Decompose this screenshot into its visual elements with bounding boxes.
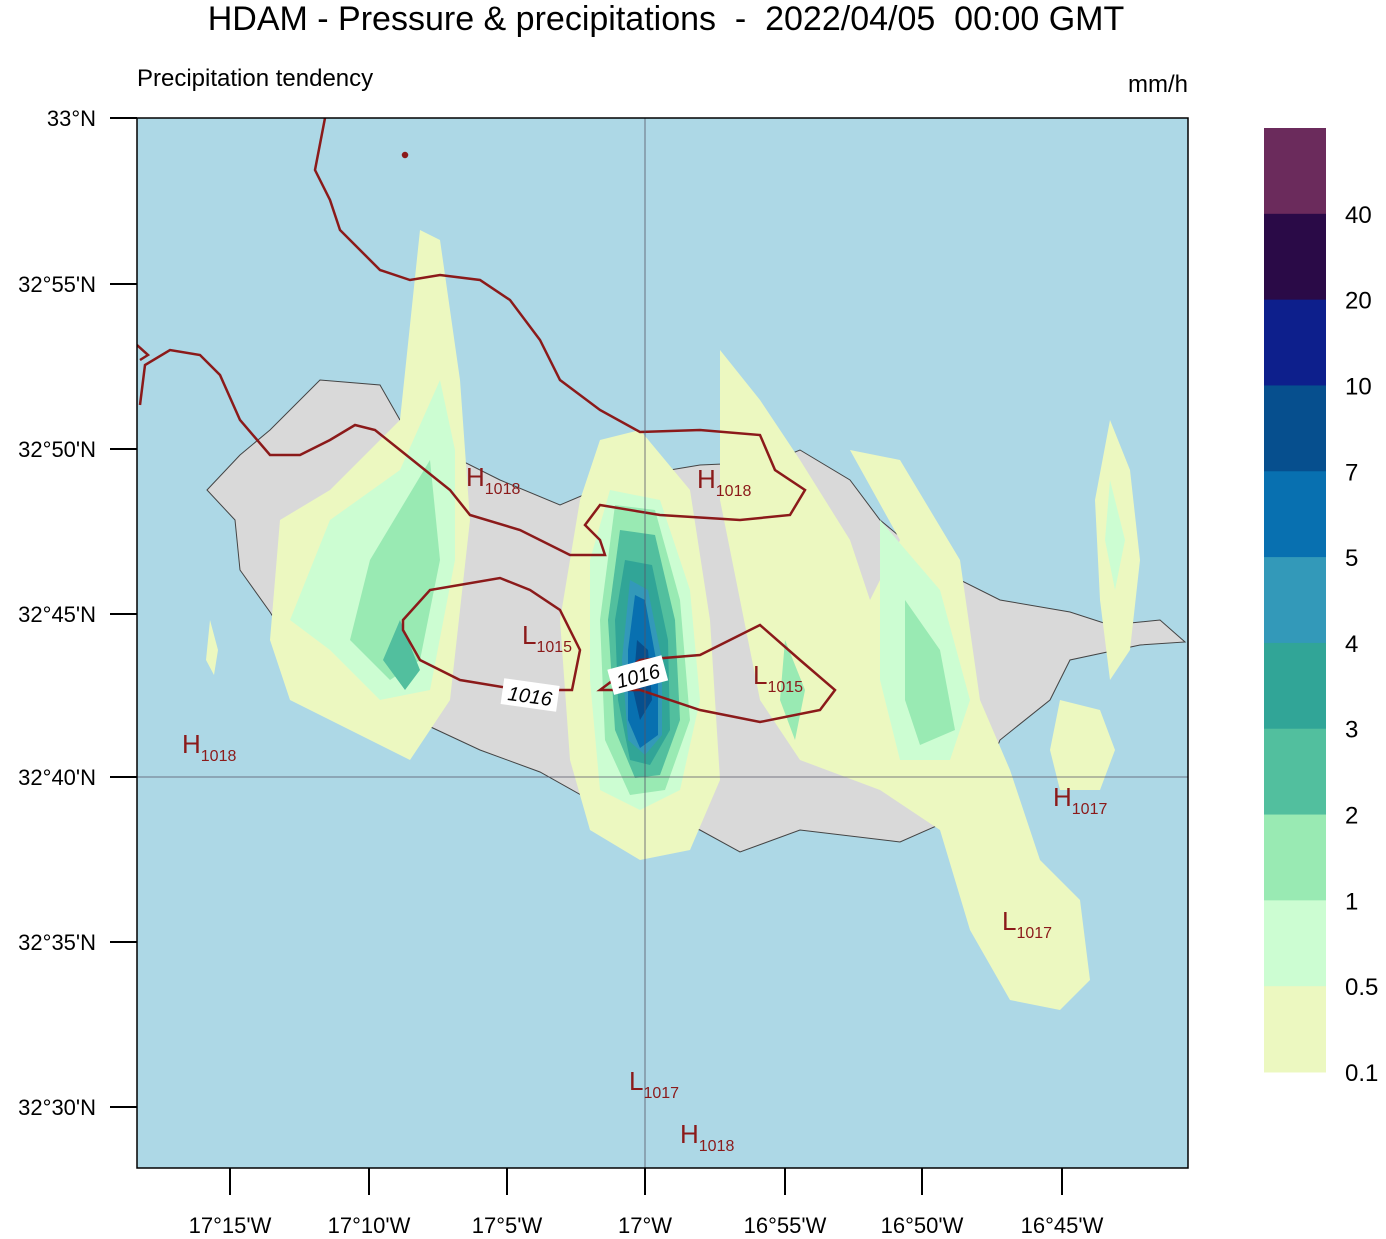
pressure-value: 1017 [1072,801,1108,818]
pressure-label: L1015 [753,660,803,696]
pressure-letter: L [522,620,536,650]
precipitation [206,230,1140,1010]
pressure-label: L1017 [629,1066,679,1102]
contour-label-bg [607,655,669,695]
pressure-letter: L [753,660,767,690]
colorbar-label: 4 [1345,631,1358,658]
pressure-label: H1018 [182,729,236,765]
x-tick-label: 17°W [618,1213,672,1234]
colorbar-label: 0.5 [1345,974,1378,1001]
colorbar-label: 0.1 [1345,1060,1378,1087]
colorbar-label: 7 [1345,459,1358,486]
subtitle: Precipitation tendency [137,65,373,92]
pressure-value: 1018 [485,481,521,498]
unit: mm/h [1128,71,1188,98]
plot-frame [136,117,1189,1169]
pressure-value: 1015 [536,639,572,656]
colorbar-label: 20 [1345,288,1372,315]
colorbar-label: 10 [1345,373,1372,400]
colorbar-swatch [1264,728,1326,816]
pressure-label: H1017 [1053,782,1107,818]
colorbar-label: 5 [1345,545,1358,572]
colorbar-swatch [1264,213,1326,301]
colorbar-label: 1 [1345,888,1358,915]
x-tick-label: 16°45'W [1021,1213,1104,1234]
pressure-letter: L [1002,906,1016,936]
pressure-value: 1017 [643,1085,679,1102]
pressure-label: L1015 [522,620,572,656]
x-tick-label: 16°55'W [744,1213,827,1234]
y-tick-label: 32°55'N [18,272,96,297]
pressure-letter: H [697,464,716,494]
contour-label-bg [500,678,560,712]
y-tick-label: 33°N [47,106,96,131]
pressure-letter: L [629,1066,643,1096]
pressure-label: H1018 [680,1119,734,1155]
title: HDAM - Pressure & precipitations - 2022/… [208,0,1125,38]
pressure-value: 1018 [699,1138,735,1155]
labels: 33°N 32°55'N 32°50'N 32°45'N 32°40'N 32°35'N 3… [18,106,1378,1238]
colorbar-swatch [1264,557,1326,644]
y-tick-label: 32°30'N [18,1095,96,1120]
colorbar-label: 2 [1345,803,1358,830]
x-tick-label: 17°5'W [472,1213,543,1234]
y-tick-label: 32°40'N [18,765,96,790]
pressure-letter: H [466,462,485,492]
pressure-value: 1017 [1016,925,1052,942]
colorbar-swatch [1264,128,1326,215]
y-tick-label: 32°35'N [18,930,96,955]
pressure-value: 1018 [201,748,237,765]
colorbar-swatch [1264,814,1326,901]
pressure-value: 1018 [716,483,752,500]
x-tick-label: 17°10'W [328,1213,411,1234]
y-tick-label: 32°45'N [18,602,96,627]
colorbar-swatch [1264,299,1326,386]
colorbar-swatch [1264,642,1326,730]
x-tick-label: 17°15'W [189,1213,272,1234]
x-tick-label: 16°50'W [881,1213,964,1234]
colorbar-swatch [1264,471,1326,558]
pressure-label: H1018 [466,462,520,498]
pressure-label: H1018 [697,464,751,500]
pressure-letter: H [680,1119,699,1149]
colorbar-swatch [1264,986,1326,1073]
y-tick-label: 32°50'N [18,437,96,462]
pressure-letter: H [1053,782,1072,812]
colorbar-swatch [1264,385,1326,472]
pressure-label: L1017 [1002,906,1052,942]
pressure-letter: H [182,729,201,759]
colorbar-swatch [1264,900,1326,987]
colorbar-label: 40 [1345,202,1372,229]
map-area [137,118,1188,1168]
pressure-value: 1015 [767,679,803,696]
isobars [137,118,837,724]
colorbar-label: 3 [1345,717,1358,744]
